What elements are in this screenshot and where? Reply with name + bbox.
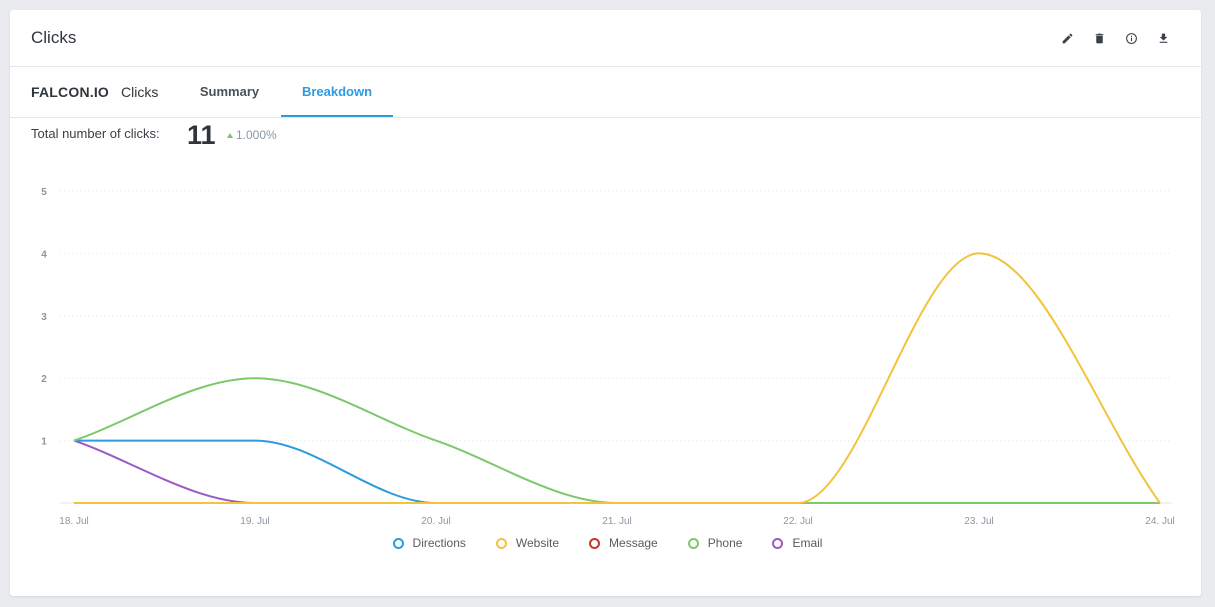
y-tick-label: 3 [41,312,47,323]
legend-item-message[interactable]: Message [589,536,658,550]
profile-name: FALCON.IO [31,84,110,100]
legend-marker-icon [495,537,507,549]
y-tick-label: 1 [41,437,47,448]
info-button[interactable] [1123,30,1139,46]
legend-label: Message [609,536,658,550]
x-tick-label: 22. Jul [783,516,812,527]
total-clicks-label: Total number of clicks: [31,126,160,141]
clicks-widget: Clicks FALCON.IO Clicks Summary Breakdow… [10,10,1201,596]
legend-marker-icon [772,537,784,549]
tab-breakdown[interactable]: Breakdown [281,67,393,117]
legend-label: Website [515,536,560,550]
legend-marker-icon [392,537,404,549]
legend-item-website[interactable]: Website [495,536,560,550]
widget-actions [1059,30,1171,46]
tabs-bar: FALCON.IO Clicks Summary Breakdown [10,67,1201,118]
legend-label: Email [792,536,823,550]
series-line-directions [74,439,1160,505]
download-icon [1159,33,1167,43]
x-tick-label: 23. Jul [964,516,993,527]
pencil-icon [1062,33,1072,43]
info-icon [1125,32,1137,44]
download-button[interactable] [1155,30,1171,46]
legend-marker-icon [589,537,601,549]
y-tick-label: 4 [41,249,47,260]
legend-label: Directions [412,536,466,550]
trash-icon [1095,33,1103,43]
x-tick-label: 18. Jul [59,516,88,527]
total-clicks-delta: 1.000% [227,128,277,142]
legend-marker-icon [687,537,699,549]
legend-item-directions[interactable]: Directions [392,536,466,550]
legend-item-email[interactable]: Email [772,536,822,550]
series-line-email [73,439,1160,505]
widget-header: Clicks [10,10,1201,67]
edit-button[interactable] [1059,30,1075,46]
y-tick-label: 2 [41,374,47,385]
delete-button[interactable] [1091,30,1107,46]
y-tick-label: 5 [41,187,47,198]
widget-title: Clicks [31,28,77,47]
x-tick-label: 19. Jul [240,516,269,527]
x-tick-label: 24. Jul [1145,516,1174,527]
delta-value: 1.000% [236,128,277,142]
tab-summary[interactable]: Summary [199,84,260,99]
arrow-up-icon [227,132,233,138]
metric-label: Clicks [121,84,159,100]
x-tick-label: 21. Jul [602,516,631,527]
series-line-website [74,252,1161,505]
legend-label: Phone [707,536,743,550]
legend-item-phone[interactable]: Phone [687,536,743,550]
chart-legend: Directions Website Message Phone Email [0,536,1215,550]
total-clicks-value: 11 [187,120,216,150]
x-tick-label: 20. Jul [421,516,450,527]
